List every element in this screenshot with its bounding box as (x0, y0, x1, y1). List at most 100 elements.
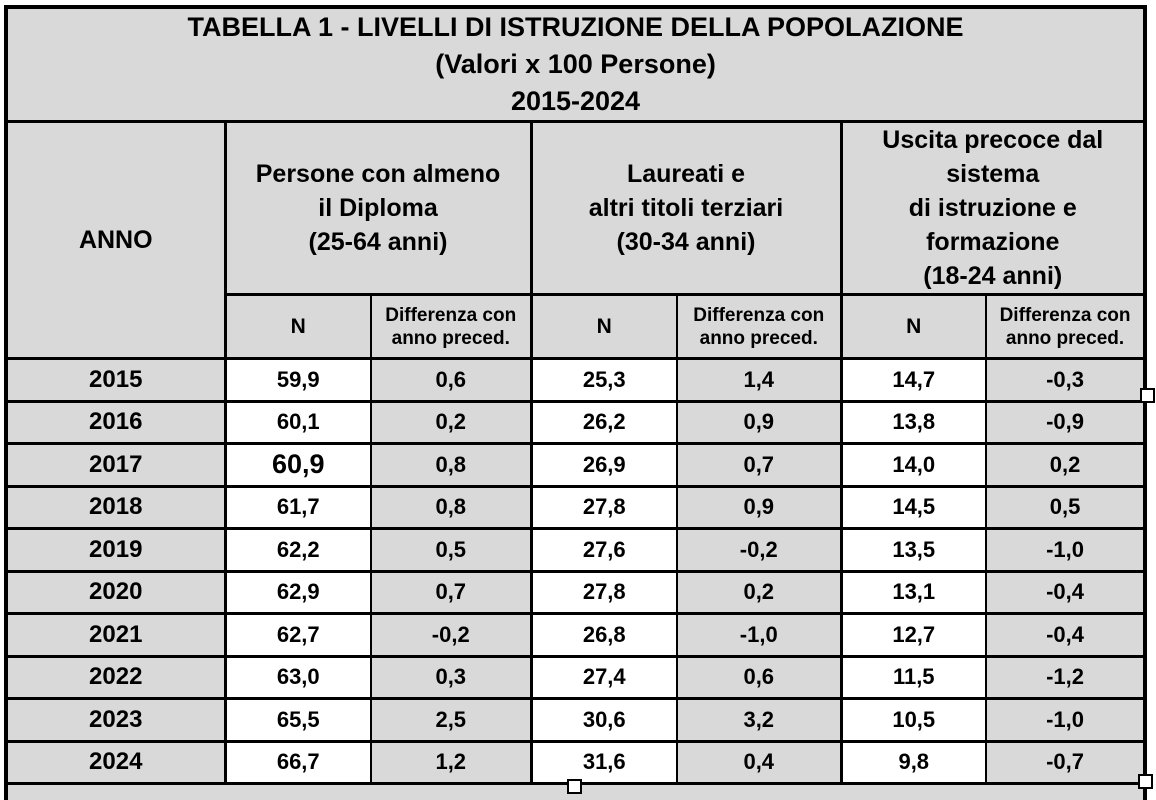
group-uscita-line2: di istruzione e formazione (908, 194, 1077, 256)
value-cell: 59,9 (223, 357, 372, 403)
value-cell: 31,6 (529, 739, 678, 785)
group-uscita-line1: Uscita precoce dal sistema (882, 126, 1104, 188)
value-cell: 62,7 (223, 612, 372, 658)
table-row-2022: 2022 63,0 0,3 27,4 0,6 11,5 -1,2 (5, 654, 1147, 700)
diff-cell: -1,0 (984, 697, 1147, 743)
diff-cell: -0,7 (984, 739, 1147, 785)
subheader-diff-uscita: Differenza con anno preced. (984, 293, 1147, 360)
table-row-2018: 2018 61,7 0,8 27,8 0,9 14,5 0,5 (5, 484, 1147, 530)
subheader-diff-line1: Differenza con (999, 304, 1131, 326)
value-cell: 14,7 (839, 357, 987, 403)
education-levels-table: TABELLA 1 - LIVELLI DI ISTRUZIONE DELLA … (4, 5, 1148, 800)
subheader-diff-diploma: Differenza con anno preced. (370, 293, 532, 360)
diff-cell: 0,8 (370, 442, 532, 488)
value-cell: 66,7 (223, 739, 372, 785)
value-cell: 27,6 (529, 527, 678, 573)
year-cell: 2020 (5, 569, 226, 615)
column-group-laureati: Laureati e altri titoli terziari (30-34 … (529, 120, 842, 296)
diff-cell: -0,2 (676, 527, 842, 573)
table-title-line3: 2015-2024 (510, 86, 641, 116)
value-cell: 60,1 (223, 399, 372, 445)
value-cell: 60,9 (223, 442, 372, 488)
diff-cell: -0,9 (984, 399, 1147, 445)
year-cell: 2023 (5, 697, 226, 743)
diff-cell: 0,5 (984, 484, 1147, 530)
value-cell: 14,0 (839, 442, 987, 488)
subheader-n-uscita: N (839, 293, 987, 360)
value-cell: 10,5 (839, 697, 987, 743)
value-cell: 13,5 (839, 527, 987, 573)
diff-cell: -1,0 (676, 612, 842, 658)
diff-cell: 0,2 (370, 399, 532, 445)
value-cell: 11,5 (839, 654, 987, 700)
value-cell: 61,7 (223, 484, 372, 530)
value-cell: 26,2 (529, 399, 678, 445)
table-title-line2: (Valori x 100 Persone) (435, 49, 716, 79)
group-diploma-line2: il Diploma (318, 194, 438, 222)
diff-cell: 0,2 (676, 569, 842, 615)
group-uscita-line3: (18-24 anni) (923, 262, 1063, 290)
value-cell: 63,0 (223, 654, 372, 700)
diff-cell: 0,7 (370, 569, 532, 615)
subheader-diff-line1: Differenza con (385, 304, 517, 326)
year-cell: 2015 (5, 357, 226, 403)
value-cell: 62,2 (223, 527, 372, 573)
year-cell: 2018 (5, 484, 226, 530)
diff-cell: 0,6 (676, 654, 842, 700)
diff-cell: 1,4 (676, 357, 842, 403)
table-row-2024: 2024 66,7 1,2 31,6 0,4 9,8 -0,7 (5, 739, 1147, 785)
year-cell: 2019 (5, 527, 226, 573)
resize-handle-bottom[interactable] (567, 779, 582, 794)
column-header-anno: ANNO (5, 120, 226, 360)
year-cell: 2016 (5, 399, 226, 445)
diff-cell: -0,4 (984, 569, 1147, 615)
table-title-line1: TABELLA 1 - LIVELLI DI ISTRUZIONE DELLA … (187, 12, 964, 42)
subheader-n-laureati: N (529, 293, 678, 360)
table-title-row: TABELLA 1 - LIVELLI DI ISTRUZIONE DELLA … (4, 5, 1147, 123)
value-cell: 12,7 (839, 612, 987, 658)
value-cell: 27,4 (529, 654, 678, 700)
table-row-2021: 2021 62,7 -0,2 26,8 -1,0 12,7 -0,4 (5, 612, 1147, 658)
subheader-diff-line2: anno preced. (1005, 327, 1125, 349)
subheader-diff-line1: Differenza con (693, 304, 825, 326)
diff-cell: -1,0 (984, 527, 1147, 573)
value-cell: 62,9 (223, 569, 372, 615)
subheader-diff-line2: anno preced. (391, 327, 510, 349)
value-cell: 25,3 (529, 357, 678, 403)
value-cell: 26,8 (529, 612, 678, 658)
group-laureati-line3: (30-34 anni) (616, 228, 756, 256)
value-cell: 13,1 (839, 569, 987, 615)
diff-cell: -1,2 (984, 654, 1147, 700)
resize-handle-right[interactable] (1140, 388, 1155, 403)
diff-cell: 1,2 (370, 739, 532, 785)
group-laureati-line1: Laureati e (626, 160, 746, 188)
column-group-diploma: Persone con almeno il Diploma (25-64 ann… (223, 120, 532, 296)
diff-cell: 0,6 (370, 357, 532, 403)
diff-cell: 3,2 (676, 697, 842, 743)
diff-cell: 0,9 (676, 484, 842, 530)
value-cell: 27,8 (529, 569, 678, 615)
value-cell: 13,8 (839, 399, 987, 445)
diff-cell: 0,4 (676, 739, 842, 785)
diff-cell: 2,5 (370, 697, 532, 743)
value-cell: 27,8 (529, 484, 678, 530)
table-group-header-row: ANNO Persone con almeno il Diploma (25-6… (5, 120, 1147, 360)
value-cell: 26,9 (529, 442, 678, 488)
column-group-uscita-precoce: Uscita precoce dal sistema di istruzione… (839, 120, 1147, 296)
diff-cell: -0,2 (370, 612, 532, 658)
value-cell: 30,6 (529, 697, 678, 743)
diff-cell: 0,3 (370, 654, 532, 700)
value-cell: 65,5 (223, 697, 372, 743)
table-subheader-row: N Differenza con anno preced. N Differen… (6, 293, 1147, 360)
subheader-n-diploma: N (223, 293, 372, 360)
group-diploma-line3: (25-64 anni) (308, 228, 448, 256)
diff-cell: -0,4 (984, 612, 1147, 658)
subheader-diff-laureati: Differenza con anno preced. (676, 293, 842, 360)
group-diploma-line1: Persone con almeno (255, 160, 501, 188)
diff-cell: 0,2 (984, 442, 1147, 488)
diff-cell: 0,8 (370, 484, 532, 530)
table-title-cell: TABELLA 1 - LIVELLI DI ISTRUZIONE DELLA … (4, 5, 1147, 123)
diff-cell: 0,9 (676, 399, 842, 445)
resize-handle-bottom-right[interactable] (1138, 774, 1153, 789)
